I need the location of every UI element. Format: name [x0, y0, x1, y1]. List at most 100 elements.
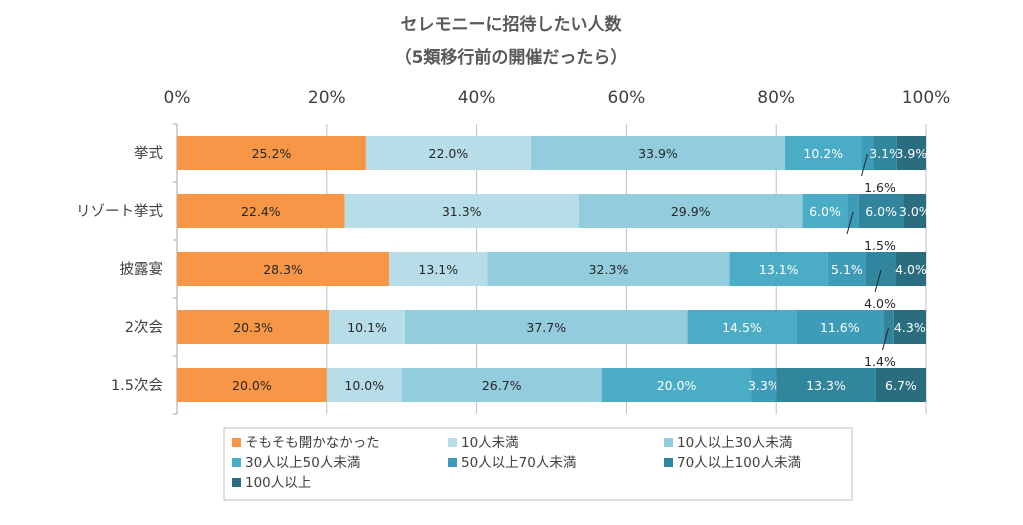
callout-label: 4.0%: [864, 296, 896, 311]
bar-segment: [326, 368, 402, 402]
chart-title: セレモニーに招待したい人数: [401, 14, 623, 35]
bar-segment: [401, 368, 602, 402]
legend-swatch: [232, 438, 241, 447]
callout-leader: [861, 153, 869, 177]
x-tick-label: 20%: [308, 88, 346, 108]
data-label: 20.3%: [233, 320, 273, 335]
callout-label: 1.4%: [864, 354, 896, 369]
data-label: 13.1%: [759, 262, 799, 277]
legend-label: 70人以上100人未満: [677, 455, 801, 471]
bar-segment: [365, 136, 531, 170]
data-label: 33.9%: [638, 146, 678, 161]
bar-segment: [177, 368, 327, 402]
callouts: 1.6% 1.5% 4.0% 1.4%: [846, 153, 896, 369]
data-label: 3.3%: [748, 378, 780, 393]
bar-segment: [601, 368, 752, 402]
bar-segment: [873, 136, 897, 170]
bar-segment: [729, 252, 828, 286]
legend: そもそも開かなかった 10人未満 10人以上30人未満 30人以上50人未満 50人以上…: [223, 427, 853, 501]
data-label: 29.9%: [671, 204, 711, 219]
x-tick-label: 60%: [608, 88, 646, 108]
data-label: 10.1%: [347, 320, 387, 335]
legend-swatch: [664, 458, 673, 467]
bar-segment: [903, 194, 926, 228]
callout-leader: [874, 269, 882, 293]
legend-label: そもそも開かなかった: [245, 435, 380, 451]
bar-segment: [177, 252, 390, 286]
legend-swatch: [232, 458, 241, 467]
data-label: 37.7%: [526, 320, 566, 335]
data-label: 10.2%: [803, 146, 843, 161]
bar-segment: [896, 136, 926, 170]
data-label: 3.1%: [869, 146, 901, 161]
bar-segment: [751, 368, 777, 402]
data-label: 3.9%: [895, 146, 927, 161]
data-label: 26.7%: [482, 378, 522, 393]
data-label: 31.3%: [442, 204, 482, 219]
data-label: 3.0%: [899, 204, 931, 219]
bar-segment: [875, 368, 926, 402]
bars: 25.2% 22.0% 33.9% 10.2% 3.1%3.9% 22.4% 31.3% 29…: [177, 136, 931, 402]
legend-box: [223, 427, 853, 501]
legend-swatch: [448, 438, 457, 447]
callout-label: 1.6%: [864, 180, 896, 195]
x-tick-label: 40%: [458, 88, 496, 108]
data-label: 13.3%: [806, 378, 846, 393]
data-label: 4.3%: [894, 320, 926, 335]
category-label: リゾート挙式: [76, 203, 163, 220]
data-label: 13.1%: [418, 262, 458, 277]
bar-segment: [344, 194, 579, 228]
bar-segment: [177, 194, 345, 228]
data-label: 6.7%: [885, 378, 917, 393]
chart-subtitle: （5類移行前の開催だったら）: [395, 47, 628, 68]
data-label: 6.0%: [865, 204, 897, 219]
data-label: 22.0%: [429, 146, 469, 161]
bar-segment: [785, 136, 862, 170]
legend-label: 30人以上50人未満: [245, 455, 360, 471]
category-label: 挙式: [134, 145, 163, 162]
callout-label: 1.5%: [864, 238, 896, 253]
bar-segment: [802, 194, 848, 228]
data-label: 20.0%: [232, 378, 272, 393]
bar-segment: [796, 310, 884, 344]
x-tick-label: 80%: [757, 88, 795, 108]
category-label: 1.5次会: [111, 377, 163, 394]
bar-segment: [177, 136, 366, 170]
bar-segment: [847, 194, 859, 228]
x-tick-label: 0%: [164, 88, 191, 108]
data-label: 28.3%: [263, 262, 303, 277]
data-label: 4.0%: [895, 262, 927, 277]
legend-label: 100人以上: [245, 475, 311, 491]
bar-segment: [896, 252, 926, 286]
legend-swatch: [664, 438, 673, 447]
bar-segment: [530, 136, 786, 170]
legend-swatch: [232, 478, 241, 487]
data-label: 25.2%: [252, 146, 292, 161]
legend-label: 50人以上70人未満: [461, 455, 576, 471]
data-label: 32.3%: [589, 262, 629, 277]
bar-segment: [883, 310, 894, 344]
bar-segment: [487, 252, 730, 286]
data-label: 20.0%: [657, 378, 697, 393]
legend-label: 10人未満: [461, 435, 519, 451]
bar-segment: [861, 136, 874, 170]
x-tick-label: 100%: [902, 88, 951, 108]
callout-leader: [846, 211, 854, 235]
data-label: 14.5%: [722, 320, 762, 335]
callout-leader: [882, 327, 889, 351]
data-label: 5.1%: [831, 262, 863, 277]
data-label: 11.6%: [820, 320, 860, 335]
bar-segment: [404, 310, 688, 344]
bar-segment: [827, 252, 867, 286]
bar-segment: [329, 310, 405, 344]
data-label: 22.4%: [241, 204, 281, 219]
category-label: 披露宴: [120, 260, 164, 278]
bar-segment: [893, 310, 926, 344]
bar-segment: [776, 368, 876, 402]
bar-segment: [177, 310, 330, 344]
bar-segment: [858, 194, 904, 228]
bar-segment: [687, 310, 797, 344]
data-label: 6.0%: [809, 204, 841, 219]
